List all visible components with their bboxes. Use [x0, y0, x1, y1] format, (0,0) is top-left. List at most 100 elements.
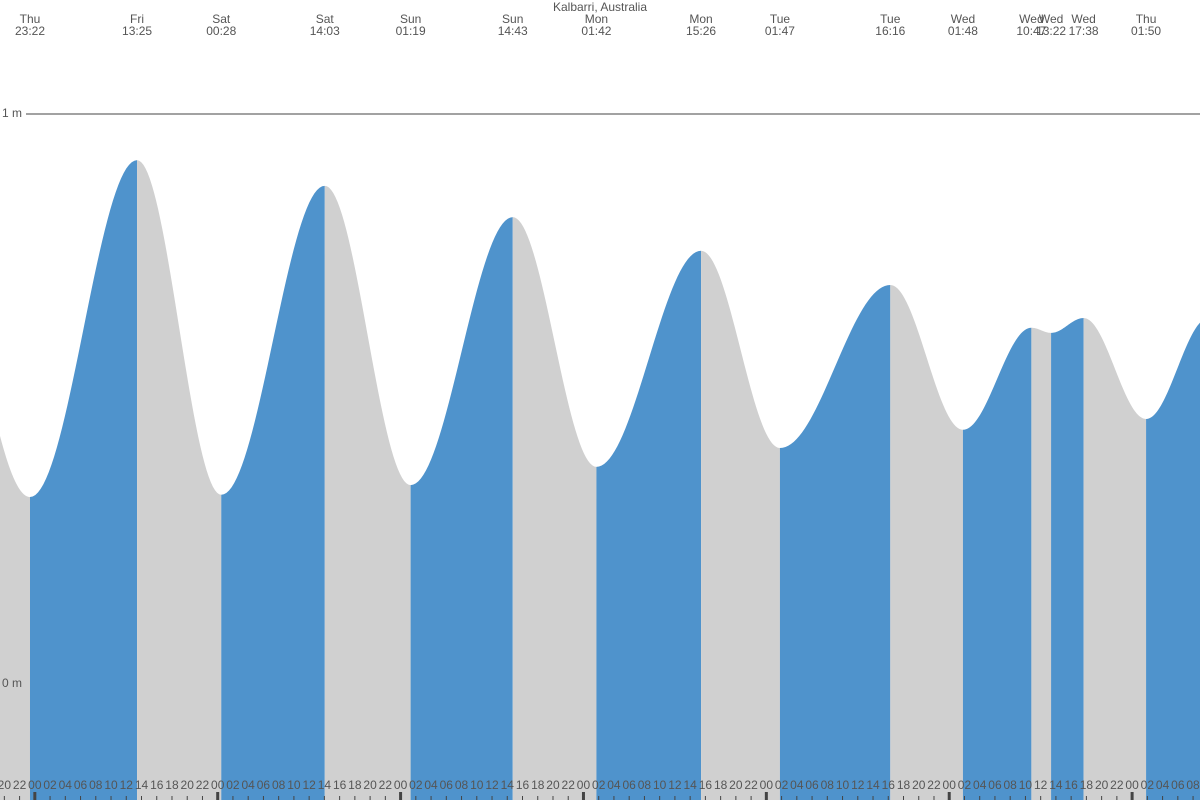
- x-tick-label: 20: [729, 778, 743, 792]
- falling-tide: [1083, 318, 1147, 800]
- falling-tide: [324, 185, 411, 800]
- extreme-time: 01:19: [396, 24, 426, 38]
- extreme-time: 14:03: [310, 24, 340, 38]
- x-tick-label: 12: [120, 778, 134, 792]
- x-tick-label: 02: [1141, 778, 1155, 792]
- extreme-day: Wed: [1071, 12, 1095, 26]
- extreme-time: 13:25: [122, 24, 152, 38]
- falling-tide: [1031, 327, 1052, 800]
- extreme-time: 13:22: [1036, 24, 1066, 38]
- x-tick-label: 18: [348, 778, 362, 792]
- x-tick-label: 10: [104, 778, 118, 792]
- x-tick-label: 18: [897, 778, 911, 792]
- x-tick-label: 18: [531, 778, 545, 792]
- x-tick-label: 22: [13, 778, 27, 792]
- x-tick-label: 16: [516, 778, 530, 792]
- extreme-day: Mon: [689, 12, 712, 26]
- x-tick-label: 14: [501, 778, 515, 792]
- extreme-day: Sat: [316, 12, 335, 26]
- x-tick-label: 18: [714, 778, 728, 792]
- extreme-day: Sun: [400, 12, 421, 26]
- rising-tide: [779, 285, 891, 800]
- x-tick-label: 14: [135, 778, 149, 792]
- y-tick-label: 0 m: [2, 676, 22, 690]
- x-tick-label: 00: [943, 778, 957, 792]
- extreme-day: Wed: [951, 12, 975, 26]
- x-tick-label: 04: [424, 778, 438, 792]
- x-tick-label: 22: [927, 778, 941, 792]
- x-tick-label: 02: [409, 778, 423, 792]
- x-tick-label: 06: [623, 778, 637, 792]
- x-tick-label: 16: [699, 778, 713, 792]
- x-tick-label: 16: [882, 778, 896, 792]
- extreme-time: 01:48: [948, 24, 978, 38]
- x-tick-label: 12: [302, 778, 316, 792]
- x-tick-label: 00: [1125, 778, 1139, 792]
- x-tick-label: 20: [0, 778, 11, 792]
- x-tick-label: 20: [546, 778, 560, 792]
- x-tick-label: 10: [836, 778, 850, 792]
- extreme-time: 01:47: [765, 24, 795, 38]
- x-tick-label: 16: [150, 778, 164, 792]
- x-tick-label: 06: [805, 778, 819, 792]
- extreme-day: Sun: [502, 12, 523, 26]
- rising-tide: [29, 160, 138, 800]
- extreme-time: 00:28: [206, 24, 236, 38]
- extreme-time: 16:16: [875, 24, 905, 38]
- x-tick-label: 04: [607, 778, 621, 792]
- x-tick-label: 08: [821, 778, 835, 792]
- falling-tide: [137, 160, 222, 800]
- extreme-time: 01:42: [581, 24, 611, 38]
- x-tick-label: 14: [683, 778, 697, 792]
- x-tick-label: 14: [318, 778, 332, 792]
- x-tick-label: 02: [592, 778, 606, 792]
- x-tick-label: 22: [1110, 778, 1124, 792]
- extreme-day: Thu: [1136, 12, 1157, 26]
- x-tick-label: 02: [226, 778, 240, 792]
- x-tick-label: 00: [760, 778, 774, 792]
- x-tick-label: 06: [1171, 778, 1185, 792]
- extreme-day: Thu: [20, 12, 41, 26]
- x-tick-label: 08: [89, 778, 103, 792]
- falling-tide: [0, 435, 30, 800]
- falling-tide: [701, 250, 780, 800]
- extreme-day: Mon: [585, 12, 608, 26]
- x-tick-label: 00: [28, 778, 42, 792]
- x-tick-label: 02: [43, 778, 57, 792]
- extreme-time: 17:38: [1069, 24, 1099, 38]
- x-tick-label: 10: [287, 778, 301, 792]
- x-tick-label: 10: [470, 778, 484, 792]
- x-tick-label: 14: [866, 778, 880, 792]
- x-tick-label: 04: [59, 778, 73, 792]
- x-tick-label: 02: [775, 778, 789, 792]
- rising-tide: [410, 217, 513, 800]
- x-tick-label: 00: [577, 778, 591, 792]
- extreme-day: Sat: [212, 12, 231, 26]
- tide-areas: [0, 160, 1200, 800]
- extreme-day: Wed: [1019, 12, 1043, 26]
- x-tick-label: 08: [1186, 778, 1200, 792]
- x-tick-label: 22: [196, 778, 210, 792]
- extreme-day: Tue: [880, 12, 901, 26]
- x-tick-label: 16: [1064, 778, 1078, 792]
- x-tick-label: 06: [440, 778, 454, 792]
- x-tick-label: 18: [1080, 778, 1094, 792]
- x-tick-label: 06: [74, 778, 88, 792]
- x-tick-label: 20: [181, 778, 195, 792]
- x-tick-label: 04: [242, 778, 256, 792]
- extreme-time: 15:26: [686, 24, 716, 38]
- extreme-day: Fri: [130, 12, 144, 26]
- x-tick-label: 08: [638, 778, 652, 792]
- falling-tide: [890, 285, 963, 800]
- x-tick-label: 20: [912, 778, 926, 792]
- x-tick-label: 08: [1004, 778, 1018, 792]
- x-tick-label: 00: [211, 778, 225, 792]
- x-tick-label: 14: [1049, 778, 1063, 792]
- extreme-time: 10:47: [1016, 24, 1046, 38]
- x-tick-label: 16: [333, 778, 347, 792]
- rising-tide: [596, 250, 702, 800]
- x-tick-label: 04: [1156, 778, 1170, 792]
- x-tick-label: 22: [744, 778, 758, 792]
- x-tick-label: 08: [455, 778, 469, 792]
